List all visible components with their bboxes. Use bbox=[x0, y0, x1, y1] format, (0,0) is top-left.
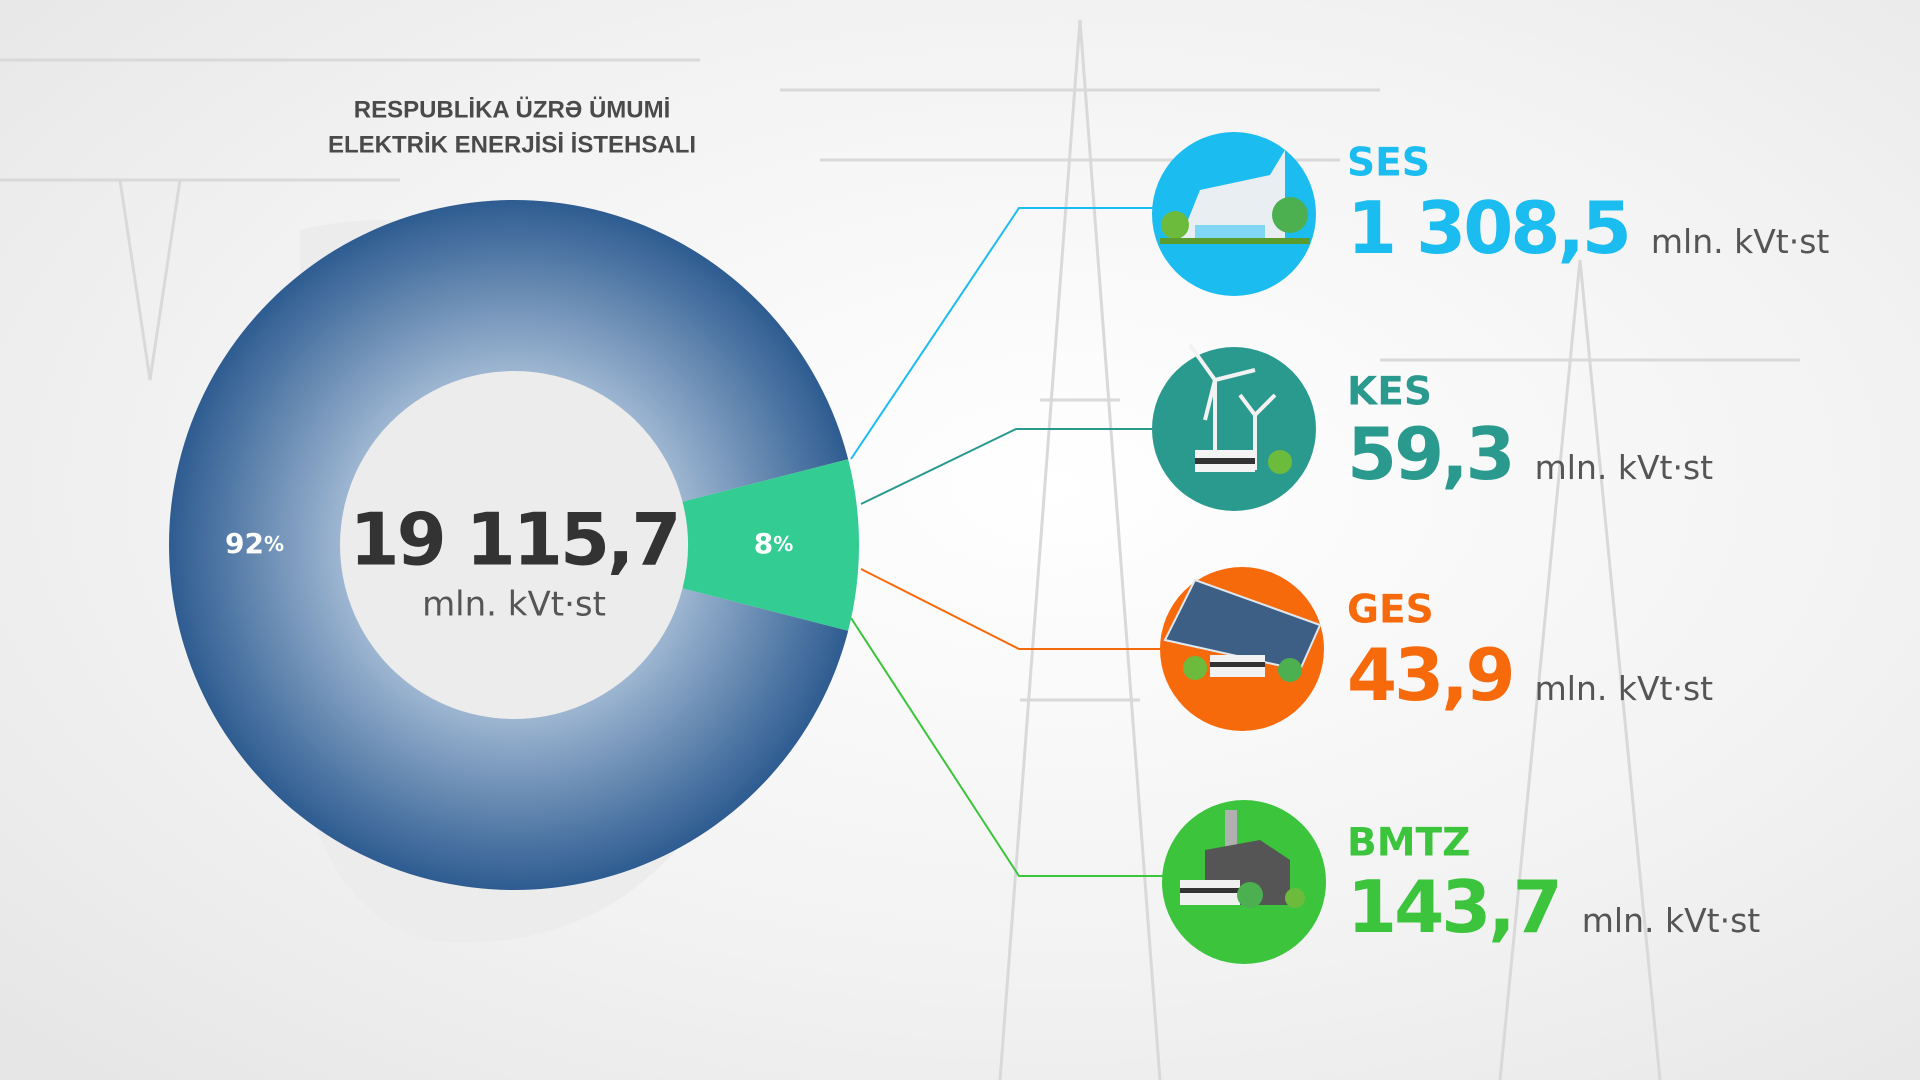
donut-chart: 92% 8% bbox=[169, 200, 859, 891]
donut-slice bbox=[682, 459, 859, 631]
background-pylons bbox=[0, 19, 1800, 1080]
source-value: 59,3 bbox=[1347, 412, 1513, 496]
source-unit: mln. kVt·st bbox=[1535, 669, 1714, 708]
donut-slice bbox=[169, 200, 849, 891]
icon-circle bbox=[1152, 347, 1316, 511]
source-name: SES bbox=[1347, 141, 1430, 186]
source-value: 43,9 bbox=[1347, 633, 1513, 717]
source-name: GES bbox=[1347, 588, 1434, 633]
ges-icon bbox=[1160, 567, 1324, 731]
connector bbox=[850, 207, 1157, 460]
source-name: BMTZ bbox=[1347, 821, 1470, 866]
source-value-line: 43,9 mln. kVt·st bbox=[1347, 633, 1713, 717]
source-name: KES bbox=[1347, 370, 1432, 415]
center-value: 19 115,7 bbox=[349, 498, 678, 582]
connectors bbox=[850, 207, 1163, 877]
source-value-line: 1 308,5 mln. kVt·st bbox=[1347, 186, 1829, 270]
connector bbox=[860, 568, 1160, 650]
source-value: 1 308,5 bbox=[1347, 186, 1629, 270]
connector bbox=[860, 428, 1157, 505]
source-icons bbox=[1152, 132, 1326, 964]
source-unit: mln. kVt·st bbox=[1651, 222, 1830, 261]
connector bbox=[850, 617, 1163, 877]
source-value-line: 59,3 mln. kVt·st bbox=[1347, 412, 1713, 496]
bmtz-icon bbox=[1162, 800, 1326, 964]
slice-label: 92% bbox=[225, 527, 284, 560]
chart-title: ELEKTRİK ENERJİSİ İSTEHSALI bbox=[328, 131, 696, 158]
source-unit: mln. kVt·st bbox=[1535, 448, 1714, 487]
source-unit: mln. kVt·st bbox=[1582, 901, 1761, 940]
slice-label: 8% bbox=[754, 527, 794, 560]
ses-icon bbox=[1152, 132, 1316, 296]
center-unit: mln. kVt·st bbox=[422, 585, 606, 625]
kes-icon bbox=[1152, 343, 1316, 511]
source-value: 143,7 bbox=[1347, 865, 1560, 949]
source-value-line: 143,7 mln. kVt·st bbox=[1347, 865, 1760, 949]
chart-title: RESPUBLİKA ÜZRƏ ÜMUMİ bbox=[354, 96, 671, 123]
